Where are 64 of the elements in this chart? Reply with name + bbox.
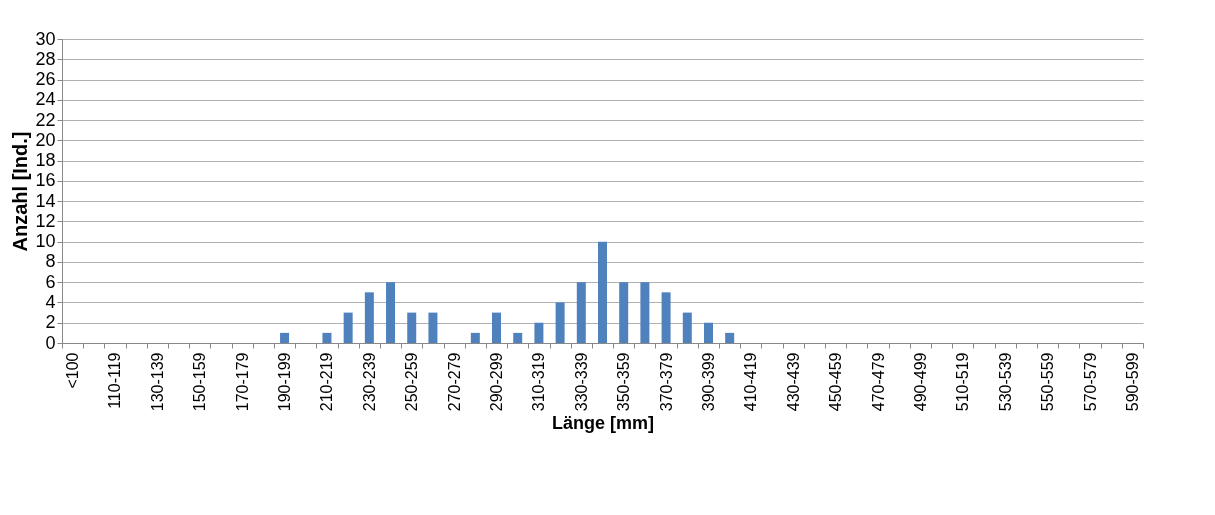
x-tick-label: 190-199 (276, 352, 294, 412)
bar (428, 312, 438, 343)
x-tick-label: 350-359 (615, 352, 633, 412)
bar (661, 292, 671, 343)
x-tick-label: 570-579 (1081, 352, 1099, 412)
x-tick-label: 250-259 (403, 352, 421, 412)
y-tick-label: 8 (45, 251, 56, 272)
y-tick-label: 0 (45, 332, 56, 353)
bar (322, 332, 332, 343)
x-tick-label: 450-459 (827, 352, 845, 412)
y-tick-label: 12 (35, 210, 56, 231)
x-tick-label: 530-539 (996, 352, 1014, 412)
x-tick-label: 110-119 (106, 352, 124, 409)
y-tick-label: 10 (35, 231, 56, 252)
x-tick-label: 330-339 (572, 352, 590, 412)
bar (343, 312, 353, 343)
x-axis-title: Länge [mm] (551, 413, 655, 434)
bar (364, 292, 374, 343)
x-tick-label: 590-599 (1123, 352, 1141, 412)
y-tick-label: 4 (45, 291, 56, 312)
x-tick-label: 510-519 (954, 352, 972, 412)
bar (682, 312, 692, 343)
x-tick-label: 210-219 (318, 352, 336, 412)
x-tick-label: 470-479 (869, 352, 887, 412)
y-tick-label: 20 (35, 129, 56, 150)
bar (640, 282, 650, 343)
x-tick-label: 410-419 (742, 352, 760, 412)
x-tick-label: 550-559 (1039, 352, 1057, 412)
y-tick-label: 30 (35, 28, 56, 49)
y-tick-label: 24 (35, 89, 56, 110)
x-tick-label: 230-239 (360, 352, 378, 412)
x-tick-label: 430-439 (784, 352, 802, 412)
bar (534, 322, 544, 343)
bar (492, 312, 502, 343)
bar (407, 312, 417, 343)
x-tick-label: 290-299 (488, 352, 506, 412)
y-tick-label: 6 (45, 271, 56, 292)
y-tick-label: 28 (35, 48, 56, 69)
y-tick-label: 14 (35, 190, 56, 211)
bar (703, 322, 713, 343)
y-axis-title: Anzahl [Ind.] (9, 131, 32, 252)
x-tick-label: 270-279 (445, 352, 463, 412)
y-tick-label: 18 (35, 150, 56, 171)
x-tick-label: 370-379 (657, 352, 675, 412)
y-tick-label: 22 (35, 109, 56, 130)
y-tick-label: 26 (35, 69, 56, 90)
bar (725, 332, 735, 343)
bar (555, 302, 565, 343)
x-tick-label: 150-159 (191, 352, 209, 412)
x-tick-label: 390-399 (699, 352, 717, 412)
x-tick-label: 130-139 (148, 352, 166, 412)
bar (386, 282, 396, 343)
bar (280, 332, 290, 343)
bar (576, 282, 586, 343)
bar (513, 332, 523, 343)
bar (619, 282, 629, 343)
y-tick-label: 16 (35, 170, 56, 191)
x-tick-label: 310-319 (530, 352, 548, 412)
x-tick-label: <100 (64, 352, 82, 389)
x-tick-label: 170-179 (233, 352, 251, 412)
x-tick-label: 490-499 (911, 352, 929, 412)
y-tick-label: 2 (45, 312, 56, 333)
bar (598, 241, 607, 343)
bar (470, 332, 480, 343)
